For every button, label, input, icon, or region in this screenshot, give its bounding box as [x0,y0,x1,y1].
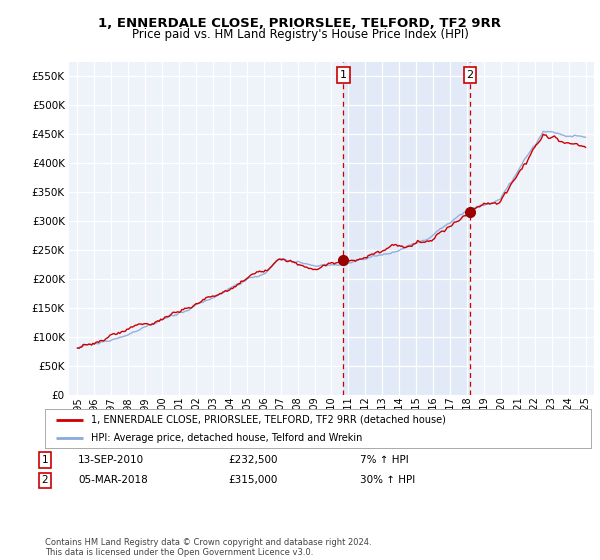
Text: Price paid vs. HM Land Registry's House Price Index (HPI): Price paid vs. HM Land Registry's House … [131,28,469,41]
Text: 1, ENNERDALE CLOSE, PRIORSLEE, TELFORD, TF2 9RR: 1, ENNERDALE CLOSE, PRIORSLEE, TELFORD, … [98,17,502,30]
Text: 05-MAR-2018: 05-MAR-2018 [78,475,148,486]
Text: £315,000: £315,000 [228,475,277,486]
Text: £232,500: £232,500 [228,455,277,465]
Text: 1, ENNERDALE CLOSE, PRIORSLEE, TELFORD, TF2 9RR (detached house): 1, ENNERDALE CLOSE, PRIORSLEE, TELFORD, … [91,415,446,425]
Text: 1: 1 [41,455,49,465]
Text: 1: 1 [340,70,347,80]
Text: HPI: Average price, detached house, Telford and Wrekin: HPI: Average price, detached house, Telf… [91,433,363,443]
Text: 30% ↑ HPI: 30% ↑ HPI [360,475,415,486]
Text: 2: 2 [466,70,473,80]
Bar [343,62,470,395]
Text: 7% ↑ HPI: 7% ↑ HPI [360,455,409,465]
Text: Contains HM Land Registry data © Crown copyright and database right 2024.
This d: Contains HM Land Registry data © Crown c… [45,538,371,557]
Text: 13-SEP-2010: 13-SEP-2010 [78,455,144,465]
Text: 2: 2 [41,475,49,486]
